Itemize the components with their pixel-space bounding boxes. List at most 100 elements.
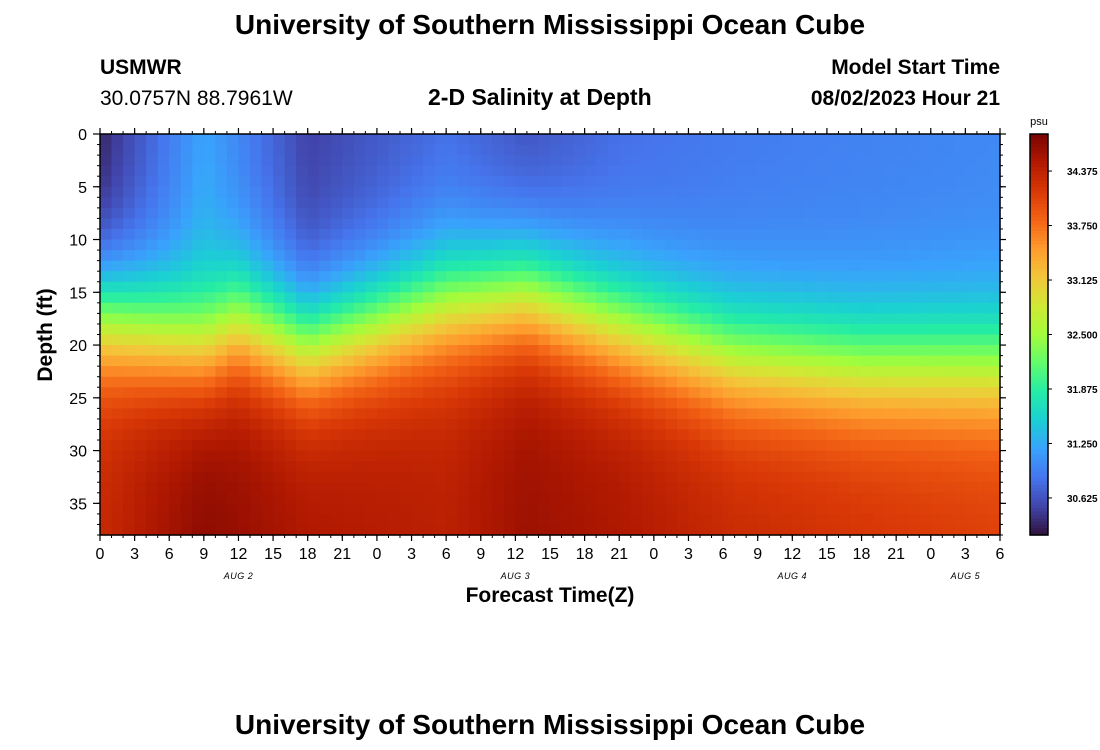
heatmap-cell <box>792 239 805 251</box>
heatmap-cell <box>850 334 863 346</box>
heatmap-cell <box>169 186 182 198</box>
heatmap-cell <box>515 186 528 198</box>
heatmap-cell <box>930 461 943 473</box>
heatmap-cell <box>769 387 782 399</box>
heatmap-cell <box>319 440 332 452</box>
heatmap-cell <box>423 228 436 241</box>
colorbar-segment <box>1030 220 1048 225</box>
heatmap-cell <box>480 218 493 230</box>
heatmap-cell <box>215 503 228 515</box>
heatmap-cell <box>919 355 932 367</box>
heatmap-cell <box>353 250 366 262</box>
heatmap-cell <box>515 323 528 336</box>
heatmap-cell <box>734 155 747 167</box>
heatmap-cell <box>711 155 724 167</box>
heatmap-cell <box>988 144 1001 156</box>
heatmap-cell <box>330 334 343 346</box>
heatmap-cell <box>792 471 805 483</box>
heatmap-cell <box>146 334 159 346</box>
heatmap-cell <box>907 503 920 515</box>
heatmap-cell <box>976 513 990 526</box>
heatmap-cell <box>826 440 840 452</box>
heatmap-cell <box>573 323 586 336</box>
heatmap-cell <box>850 503 863 515</box>
heatmap-cell <box>100 429 113 441</box>
heatmap-cell <box>365 429 378 441</box>
heatmap-cell <box>573 144 586 156</box>
heatmap-cell <box>723 176 736 188</box>
heatmap-cell <box>965 482 978 494</box>
heatmap-cell <box>134 471 147 483</box>
heatmap-cell <box>307 503 320 515</box>
colorbar-segment <box>1030 501 1048 506</box>
heatmap-cell <box>850 260 863 272</box>
heatmap-cell <box>988 176 1001 188</box>
colorbar-segment <box>1030 260 1048 265</box>
heatmap-cell <box>757 250 770 262</box>
heatmap-cell <box>700 376 713 388</box>
heatmap-cell <box>596 461 609 473</box>
heatmap-cell <box>688 176 701 188</box>
heatmap-cell <box>423 345 436 357</box>
heatmap-cell <box>942 450 955 462</box>
heatmap-cell <box>630 482 643 494</box>
heatmap-cell <box>665 492 678 504</box>
heatmap-cell <box>734 271 747 283</box>
heatmap-cell <box>100 376 113 388</box>
heatmap-cell <box>342 186 355 198</box>
heatmap-cell <box>515 207 528 220</box>
heatmap-cell <box>307 418 320 431</box>
heatmap-cell <box>480 281 493 293</box>
heatmap-cell <box>930 218 943 230</box>
colorbar-segment <box>1030 464 1048 469</box>
heatmap-cell <box>976 207 990 220</box>
heatmap-cell <box>434 165 447 177</box>
heatmap-cell <box>769 524 782 536</box>
heatmap-cell <box>411 292 424 304</box>
heatmap-cell <box>446 302 459 314</box>
heatmap-cell <box>907 260 920 272</box>
heatmap-cell <box>365 366 378 378</box>
heatmap-cell <box>850 313 863 325</box>
heatmap-cell <box>861 271 874 283</box>
heatmap-cell <box>526 323 540 336</box>
heatmap-cell <box>180 366 193 378</box>
heatmap-cell <box>434 492 447 504</box>
heatmap-cell <box>123 461 136 473</box>
heatmap-cell <box>123 228 136 241</box>
heatmap-cell <box>526 440 540 452</box>
heatmap-cell <box>607 292 620 304</box>
heatmap-cell <box>873 471 886 483</box>
heatmap-cell <box>446 239 459 251</box>
heatmap-cell <box>665 207 678 220</box>
heatmap-cell <box>423 281 436 293</box>
heatmap-cell <box>573 482 586 494</box>
heatmap-cell <box>584 207 597 220</box>
heatmap-cell <box>180 408 193 420</box>
heatmap-cell <box>123 197 136 209</box>
heatmap-cell <box>769 408 782 420</box>
heatmap-cell <box>307 513 320 526</box>
heatmap-cell <box>815 418 828 431</box>
heatmap-cell <box>469 218 482 230</box>
heatmap-cell <box>711 461 724 473</box>
heatmap-cell <box>515 155 528 167</box>
heatmap-cell <box>365 197 378 209</box>
heatmap-cell <box>180 513 193 526</box>
heatmap-cell <box>838 302 851 314</box>
heatmap-cell <box>273 376 286 388</box>
heatmap-cell <box>884 239 897 251</box>
heatmap-cell <box>988 313 1001 325</box>
heatmap-cell <box>446 513 459 526</box>
heatmap-cell <box>711 144 724 156</box>
heatmap-cell <box>284 260 297 272</box>
heatmap-cell <box>388 239 401 251</box>
heatmap-cell <box>169 524 182 536</box>
heatmap-cell <box>642 482 655 494</box>
heatmap-cell <box>250 366 263 378</box>
heatmap-cell <box>342 197 355 209</box>
heatmap-cell <box>734 450 747 462</box>
heatmap-cell <box>238 281 251 293</box>
heatmap-cell <box>157 186 170 198</box>
heatmap-cell <box>480 450 493 462</box>
